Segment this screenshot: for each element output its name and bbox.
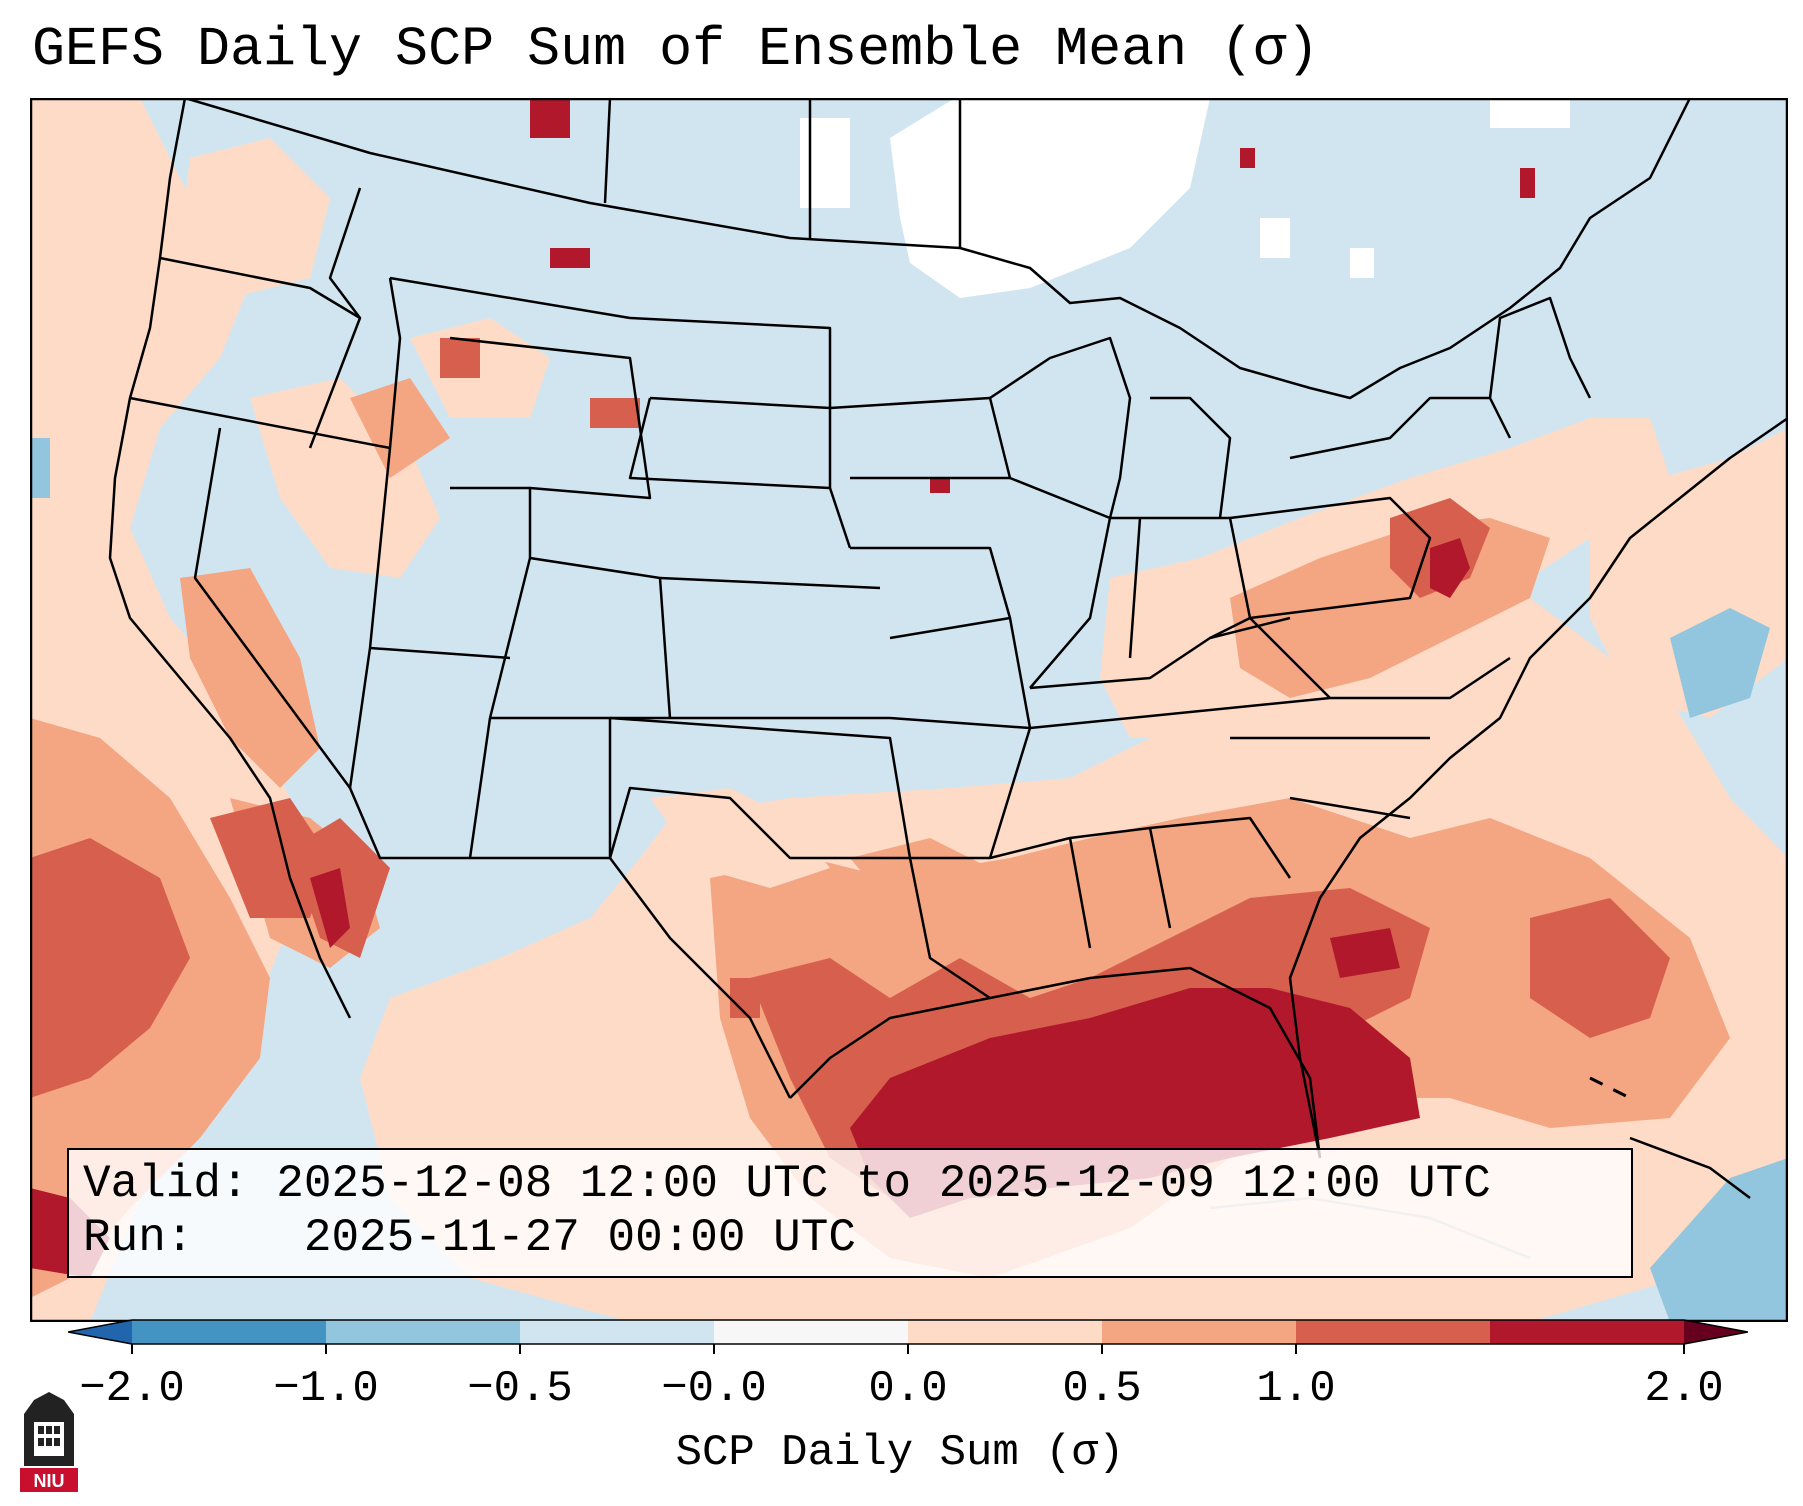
colorbar-tick-label: 0.5 xyxy=(1062,1364,1142,1414)
colorbar-segment xyxy=(908,1320,1103,1344)
colorbar-tick-label: −2.0 xyxy=(79,1364,185,1414)
colorbar-tick-label: 0.0 xyxy=(868,1364,948,1414)
map-panel xyxy=(30,98,1788,1322)
state-boundaries xyxy=(108,98,1788,1159)
svg-text:NIU: NIU xyxy=(34,1471,65,1491)
colorbar-segment xyxy=(326,1320,521,1344)
colorbar-tick-label: −0.5 xyxy=(467,1364,573,1414)
colorbar-segment xyxy=(520,1320,715,1344)
colorbar-tick-label: −1.0 xyxy=(273,1364,379,1414)
valid-line: Valid: 2025-12-08 12:00 UTC to 2025-12-0… xyxy=(83,1158,1491,1210)
colorbar-segment xyxy=(1490,1320,1685,1344)
colorbar-tick-label: 2.0 xyxy=(1644,1364,1724,1414)
colorbar-tick-label: 1.0 xyxy=(1256,1364,1336,1414)
run-label: Run: xyxy=(83,1212,194,1264)
chart-title: GEFS Daily SCP Sum of Ensemble Mean (σ) xyxy=(32,18,1320,81)
colorbar-extend-high xyxy=(1684,1320,1748,1344)
niu-logo: NIU xyxy=(20,1392,78,1492)
colorbar-segment xyxy=(132,1320,327,1344)
valid-label: Valid: xyxy=(83,1158,249,1210)
validity-info-box: Valid: 2025-12-08 12:00 UTC to 2025-12-0… xyxy=(67,1148,1633,1278)
run-line: Run: 2025-11-27 00:00 UTC xyxy=(83,1212,856,1264)
colorbar-segment xyxy=(1296,1320,1491,1344)
colorbar-label: SCP Daily Sum (σ) xyxy=(675,1428,1125,1478)
colorbar-segment xyxy=(1102,1320,1297,1344)
colorbar-segment xyxy=(714,1320,909,1344)
valid-value: 2025-12-08 12:00 UTC to 2025-12-09 12:00… xyxy=(276,1158,1491,1210)
colorbar xyxy=(68,1319,1748,1354)
no-data-region xyxy=(890,98,1210,298)
run-value: 2025-11-27 00:00 UTC xyxy=(303,1212,856,1264)
colorbar-extend-low xyxy=(68,1320,132,1344)
colorbar-tick-label: −0.0 xyxy=(661,1364,767,1414)
